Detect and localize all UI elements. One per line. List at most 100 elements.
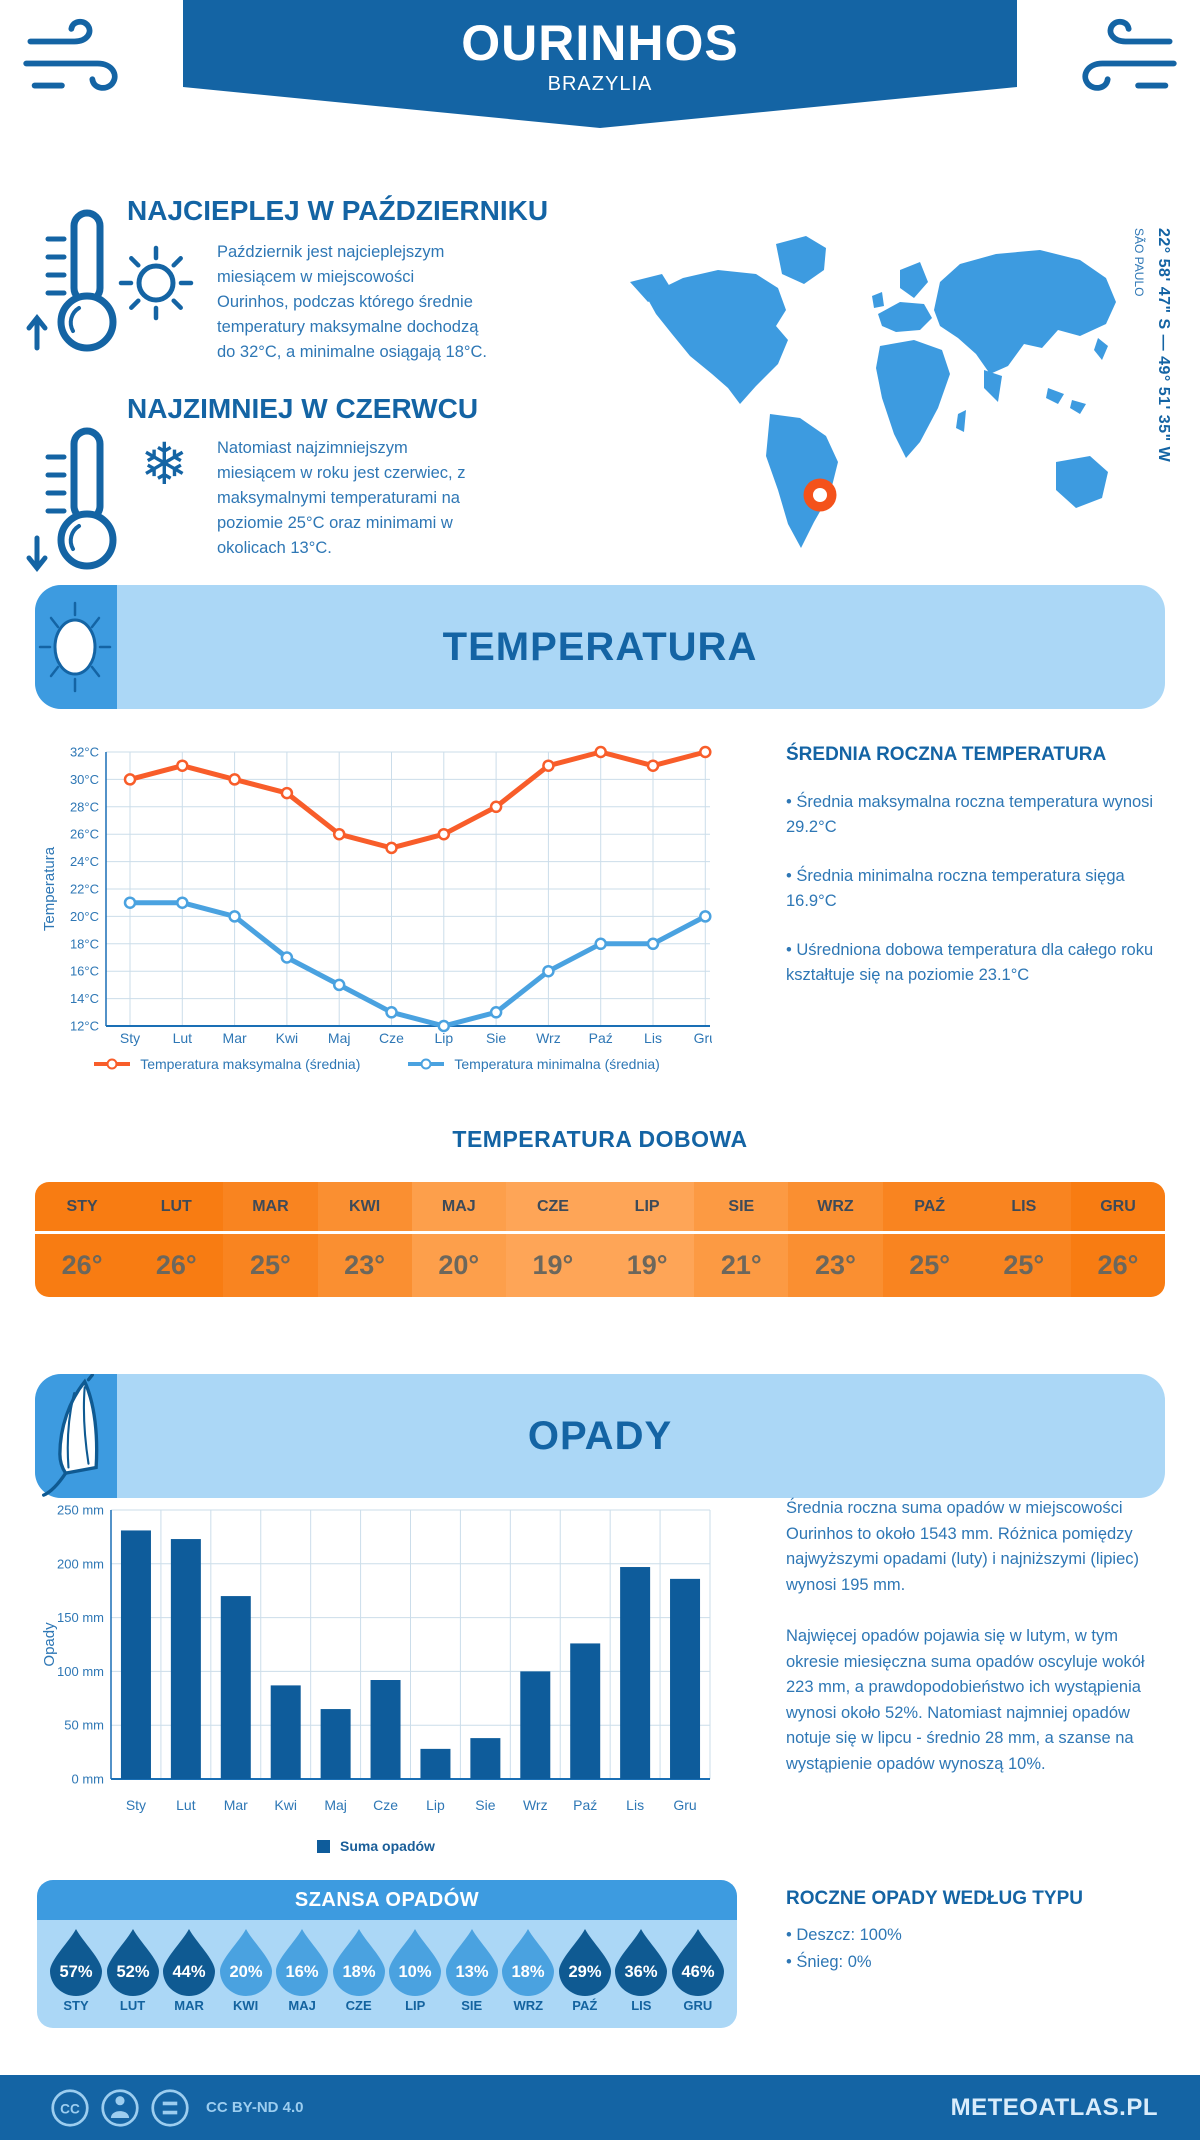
precip-chance-drop: 18% WRZ [501,1928,555,2022]
droplet-icon: 46% [671,1929,724,1996]
daily-temp-month: SIE [728,1197,755,1215]
svg-text:30°C: 30°C [70,772,99,787]
svg-text:Maj: Maj [328,1030,351,1046]
sun-icon [118,245,194,321]
legend-item: Temperatura minimalna (średnia) [406,1056,660,1072]
temperature-banner: TEMPERATURA [35,585,1165,709]
svg-text:Sie: Sie [475,1797,495,1813]
divider [600,1231,695,1234]
droplet-month-label: LIS [631,1998,652,2013]
precip-chance-drop: 10% LIP [388,1928,442,2022]
precip-chance-drop: 13% SIE [445,1928,499,2022]
svg-text:29%: 29% [568,1963,601,1981]
daily-temp-cell: MAJ 20° [411,1182,506,1297]
svg-text:Gru: Gru [694,1030,712,1046]
daily-temperature-title: TEMPERATURA DOBOWA [452,1126,748,1152]
svg-text:250 mm: 250 mm [57,1503,104,1518]
warmest-text: Październik jest najcieplejszym miesiące… [217,243,488,361]
temperature-chart-legend: Temperatura maksymalna (średnia) Temperat… [40,1056,712,1072]
svg-text:150 mm: 150 mm [57,1610,104,1625]
svg-text:18%: 18% [512,1963,545,1981]
daily-temp-value: 19° [532,1250,574,1280]
temperature-banner-iconbox [35,585,117,709]
svg-text:Paź: Paź [573,1797,597,1813]
precip-bar [170,1539,201,1779]
svg-text:16°C: 16°C [70,964,99,979]
location-coordinates: 22° 58' 47" S — 49° 51' 35" W SÃO PAULO [1132,228,1172,563]
svg-text:24°C: 24°C [70,854,99,869]
types-heading: ROCZNE OPADY WEDŁUG TYPU [786,1888,1083,1909]
droplet-month-label: PAŹ [572,1998,598,2013]
max-temp-line [127,749,708,851]
precip-chance-drop: 52% LUT [106,1928,160,2022]
svg-text:Wrz: Wrz [536,1030,561,1046]
legend-square-icon [317,1839,331,1853]
svg-text:200 mm: 200 mm [57,1556,104,1571]
precip-bar [420,1748,451,1779]
snowflake-icon: ❄ [140,432,189,497]
daily-temp-month: LIS [1011,1197,1037,1215]
divider [1070,1231,1165,1234]
type-item: • Deszcz: 100% [786,1926,902,1944]
daily-temp-value: 25° [1003,1250,1045,1280]
droplet-icon: 18% [502,1929,555,1996]
cc-icon: CC [51,2088,89,2127]
daily-temp-value: 26° [1097,1250,1139,1280]
divider [976,1231,1071,1234]
droplet-icon: 20% [219,1929,272,1996]
thermometer-down-icon [26,427,117,573]
daily-temp-cell: LIS 25° [976,1182,1071,1297]
daily-temp-value: 26° [61,1250,103,1280]
page-title: OURINHOS [461,15,739,71]
droplet-month-label: MAJ [288,1998,316,2013]
wind-icon-right [1082,18,1177,91]
header-banner: OURINHOS BRAZYLIA [183,0,1017,128]
svg-text:52%: 52% [116,1963,149,1981]
svg-text:Cze: Cze [379,1030,404,1046]
svg-text:36%: 36% [625,1963,658,1981]
license-group[interactable]: CC CC BY-ND 4.0 [50,2088,304,2128]
temperature-section-title: TEMPERATURA [442,625,758,669]
sun-banner-icon [38,601,112,693]
umbrella-icon [41,1373,99,1497]
site-brand[interactable]: METEOATLAS.PL [950,2093,1158,2121]
daily-temp-month: MAJ [441,1197,476,1215]
svg-text:14°C: 14°C [70,991,99,1006]
precipitation-section-title: OPADY [527,1414,673,1458]
svg-text:Mar: Mar [223,1030,247,1046]
divider [223,1231,318,1234]
svg-text:26°C: 26°C [70,827,99,842]
divider [317,1231,412,1234]
license-text: CC BY-ND 4.0 [206,2099,304,2116]
svg-text:Gru: Gru [673,1797,696,1813]
svg-text:28°C: 28°C [70,799,99,814]
precip-chance-drop: 46% GRU [671,1928,725,2022]
precipitation-text: Średnia roczna suma opadów w miejscowośc… [786,1496,1170,1803]
precip-bar [120,1530,151,1779]
svg-text:16%: 16% [286,1963,319,1981]
daily-temp-month: KWI [349,1197,381,1215]
droplet-month-label: MAR [174,1998,204,2013]
svg-text:Lis: Lis [644,1030,662,1046]
svg-text:Maj: Maj [324,1797,347,1813]
svg-text:44%: 44% [173,1963,206,1981]
precip-bar [470,1738,501,1779]
droplet-icon: 52% [106,1929,159,1996]
svg-text:Lut: Lut [173,1030,193,1046]
daily-temp-cell: STY 26° [35,1182,130,1297]
daily-temp-cell: LUT 26° [129,1182,224,1297]
daily-temp-value: 26° [155,1250,197,1280]
droplet-month-label: WRZ [513,1998,544,2013]
svg-text:Paź: Paź [589,1030,613,1046]
coldest-heading: NAJZIMNIEJ W CZERWCU [127,393,479,424]
cc-attribution-icon [101,2088,139,2127]
svg-text:0 mm: 0 mm [72,1772,105,1787]
legend-line-icon [408,1058,445,1070]
svg-text:Sty: Sty [120,1030,140,1046]
divider [788,1231,883,1234]
daily-temp-month: WRZ [817,1197,854,1215]
daily-temp-cell: GRU 26° [1070,1182,1165,1297]
svg-text:Mar: Mar [224,1797,248,1813]
svg-text:100 mm: 100 mm [57,1664,104,1679]
